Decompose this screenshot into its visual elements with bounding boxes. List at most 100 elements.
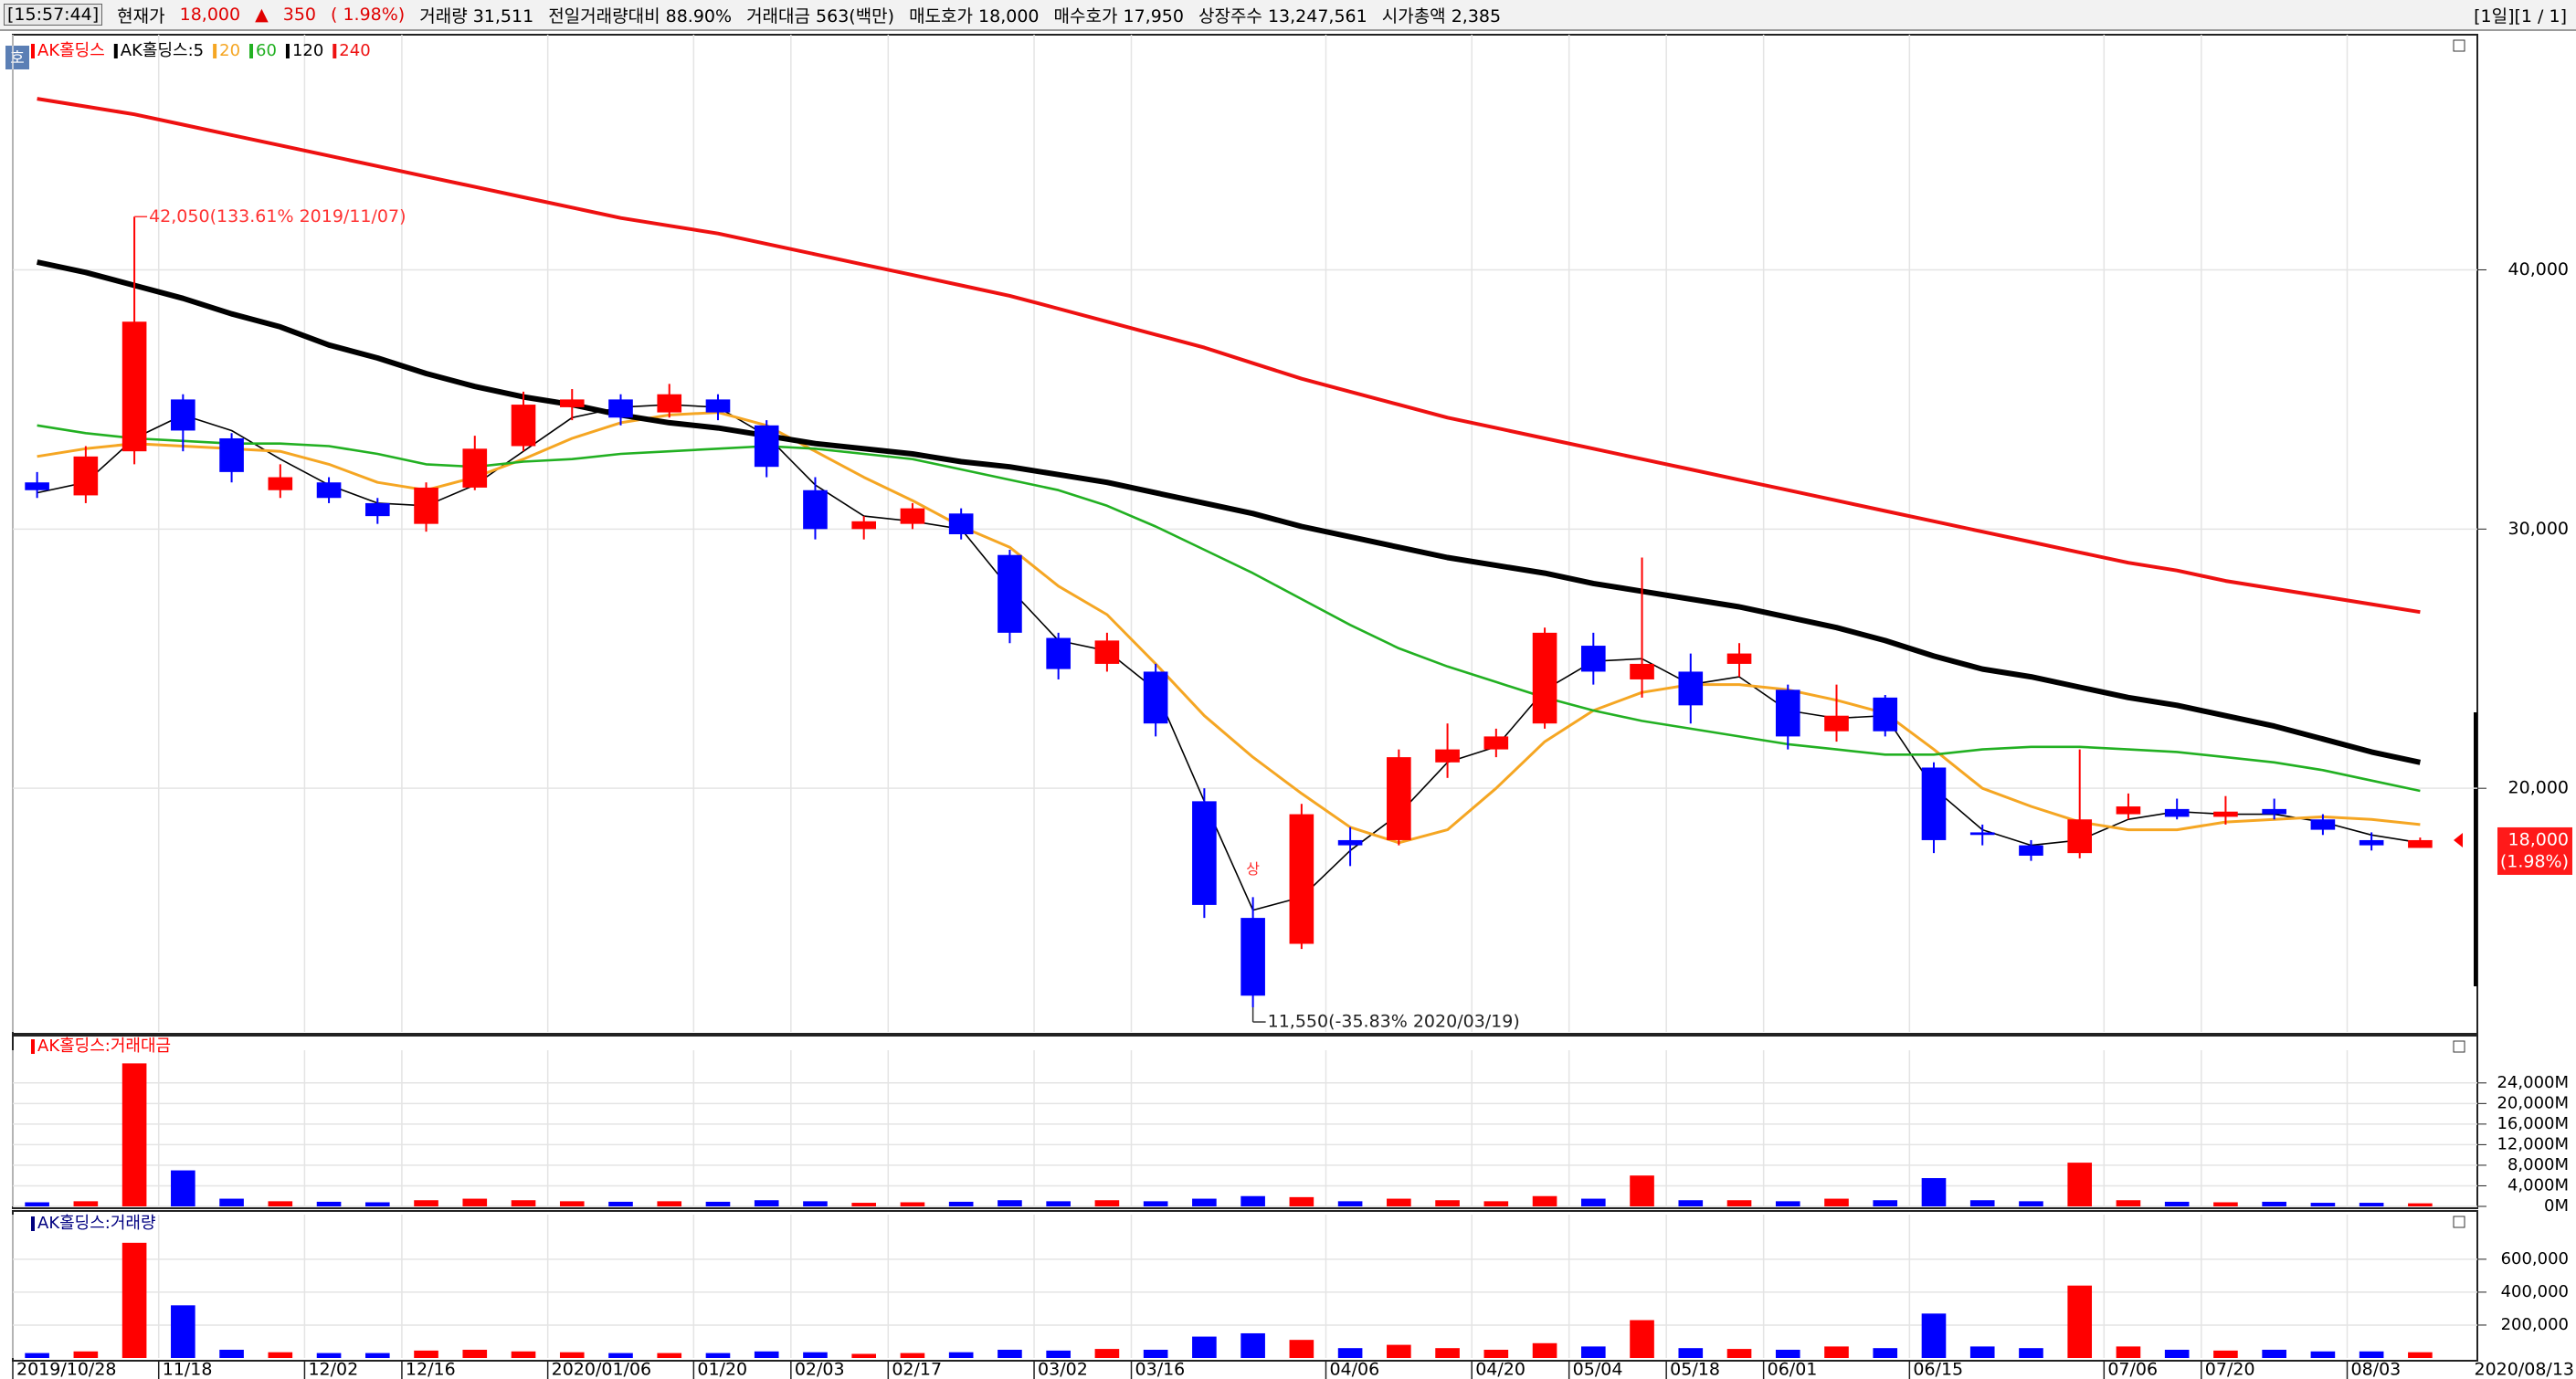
bar [1873, 1348, 1898, 1358]
bar [2019, 1201, 2043, 1206]
bar [462, 1349, 488, 1358]
bar [171, 1305, 195, 1358]
candle-body [803, 489, 828, 530]
moving-average-line [37, 411, 2421, 845]
quote-item: 거래대금 563(백만) [746, 5, 895, 26]
panel-title: AK홀딩스:거래량 [37, 1214, 156, 1233]
bar [657, 1201, 682, 1206]
icon[interactable] [5, 46, 29, 69]
bar [364, 1202, 390, 1206]
moving-average-line [37, 404, 2421, 911]
quote-item: 상장주수 13,247,561 [1198, 5, 1367, 26]
legend-label: 240 [339, 41, 370, 60]
bar [1678, 1348, 1704, 1358]
legend-label: 20 [219, 41, 240, 60]
x-tick-label: 04/20 [1475, 1360, 1526, 1379]
bar [462, 1198, 488, 1206]
candle-body [511, 405, 536, 447]
bar [25, 1202, 49, 1206]
bar [1824, 1346, 1849, 1358]
panel-button[interactable] [2453, 39, 2465, 52]
x-tick-label: 04/06 [1329, 1360, 1379, 1379]
y-tick-label: 0M [2544, 1196, 2569, 1216]
bar [1143, 1349, 1168, 1358]
x-tick-label: 12/16 [406, 1360, 456, 1379]
candle-body [1483, 736, 1509, 750]
bar [559, 1201, 585, 1206]
icon-text: 호 [10, 49, 25, 68]
bar [705, 1353, 731, 1358]
bar [1921, 1313, 1947, 1358]
bar [2262, 1201, 2286, 1206]
x-tick-label: 2020/01/06 [552, 1360, 652, 1379]
x-tick-label: 03/16 [1135, 1360, 1186, 1379]
candle-body [1921, 767, 1947, 840]
candle-body [1824, 715, 1849, 732]
x-tick-label: 06/15 [1913, 1360, 1963, 1379]
candle-body [1580, 646, 1606, 672]
bar [316, 1201, 342, 1206]
bar [219, 1349, 244, 1358]
bar [1921, 1178, 1947, 1206]
candle-body [1192, 801, 1217, 905]
candle-body [1094, 640, 1120, 664]
x-tick-label: 06/01 [1768, 1360, 1818, 1379]
y-tick-label: 30,000 [2508, 519, 2569, 539]
bar [2164, 1349, 2190, 1358]
bar [1726, 1200, 1752, 1206]
candle-body [2213, 811, 2238, 817]
quote-item: 매도호가 18,000 [909, 5, 1040, 26]
candle-body [25, 482, 49, 490]
legend-swatch [249, 44, 254, 58]
bar [754, 1200, 779, 1206]
bar [511, 1351, 536, 1358]
panel-button[interactable] [2453, 1040, 2465, 1053]
bar [1678, 1200, 1704, 1206]
bar [1192, 1198, 1217, 1206]
candle-body [364, 502, 390, 517]
bar [1046, 1201, 1071, 1206]
scroll-indicator [2474, 712, 2477, 986]
bar [2067, 1285, 2093, 1358]
candle-body [559, 399, 585, 407]
legend-label: AK홀딩스:5 [121, 41, 204, 60]
bar [1289, 1340, 1314, 1358]
candle-body [754, 425, 779, 468]
x-tick-label: 02/17 [892, 1360, 942, 1379]
bar [2359, 1351, 2384, 1358]
y-tick-label: 400,000 [2501, 1282, 2569, 1301]
panel-button[interactable] [2453, 1216, 2465, 1228]
arrow: ▲ [255, 5, 269, 25]
legend-swatch [285, 44, 290, 58]
quote-item: 시가총액 2,385 [1381, 5, 1502, 26]
price: 18,000 [179, 5, 241, 25]
y-tick-label: 40,000 [2508, 259, 2569, 279]
bar [1969, 1200, 1995, 1206]
bar [2213, 1350, 2238, 1358]
current-price-box [2497, 826, 2572, 875]
y-tick-label: 4,000M [2507, 1175, 2569, 1195]
quote-item: 거래량 31,511 [419, 5, 534, 26]
quote-items: 거래량 31,511 전일거래량대비 88.90% 거래대금 563(백만) 매도호가… [419, 3, 1515, 27]
x-tick-label: 2020/08/13 [2474, 1360, 2574, 1379]
bar [364, 1353, 390, 1358]
bar [414, 1200, 438, 1206]
current-price-pointer [2454, 832, 2463, 847]
x-tick-label: 01/20 [697, 1360, 747, 1379]
candle-body [2116, 806, 2141, 815]
bar [73, 1351, 99, 1358]
bar [998, 1200, 1022, 1206]
bar [1435, 1348, 1460, 1358]
bar [1143, 1201, 1168, 1206]
bar [1775, 1349, 1800, 1358]
y-tick-label: 20,000M [2497, 1093, 2569, 1112]
bar [316, 1353, 342, 1358]
candle-body [1143, 671, 1168, 724]
bar [2067, 1163, 2093, 1206]
price-label: 현재가 [117, 5, 165, 26]
bar [25, 1353, 49, 1358]
period[interactable]: [1일][1 / 1] [2474, 5, 2567, 26]
bar [948, 1201, 974, 1206]
bar [1337, 1348, 1363, 1358]
